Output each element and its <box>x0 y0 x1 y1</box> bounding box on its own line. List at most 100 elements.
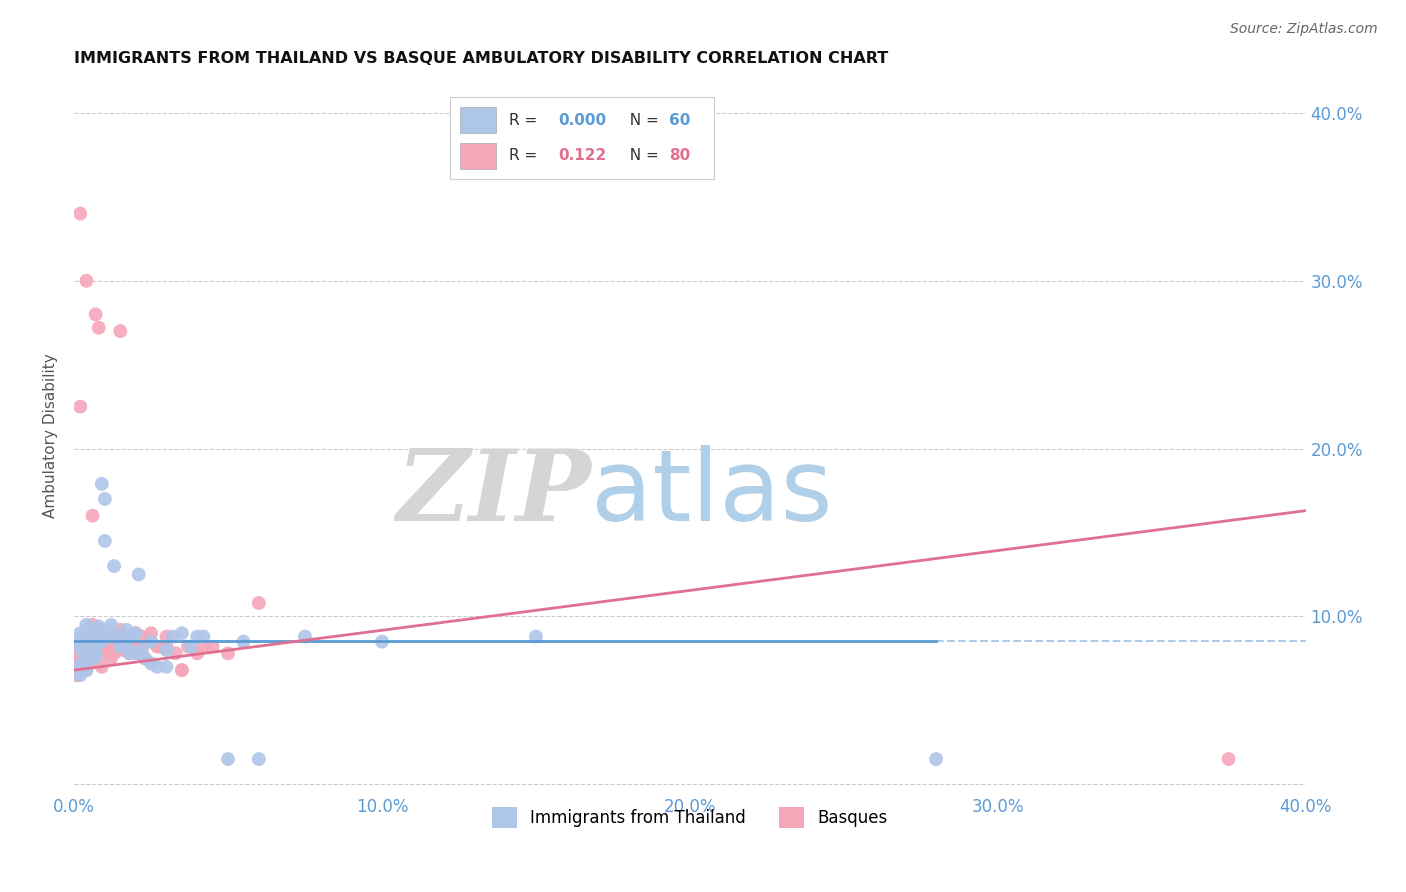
Point <box>87 634 110 648</box>
Point <box>186 646 208 660</box>
Point <box>94 491 117 506</box>
Point <box>75 646 97 660</box>
Text: 0.000: 0.000 <box>558 112 606 128</box>
Point <box>79 630 101 644</box>
Point <box>82 638 104 652</box>
Point <box>128 567 150 582</box>
Text: N =: N = <box>620 112 664 128</box>
FancyBboxPatch shape <box>450 97 714 179</box>
Point <box>371 634 394 648</box>
Point <box>84 646 107 660</box>
Point <box>232 634 254 648</box>
Point <box>75 663 97 677</box>
Text: 80: 80 <box>669 148 690 163</box>
Point <box>201 640 224 654</box>
Point <box>177 640 200 654</box>
Point <box>97 624 120 639</box>
Point <box>90 634 112 648</box>
Point <box>72 657 94 671</box>
Point <box>84 307 107 321</box>
Point <box>72 657 94 671</box>
Point <box>97 630 120 644</box>
Point <box>925 752 948 766</box>
Point <box>69 640 91 654</box>
Text: ZIP: ZIP <box>396 445 592 541</box>
Point <box>79 651 101 665</box>
FancyBboxPatch shape <box>460 107 496 133</box>
Point <box>294 630 316 644</box>
Point <box>131 646 153 660</box>
Point <box>100 651 122 665</box>
Point <box>110 640 132 654</box>
Point <box>75 626 97 640</box>
Point <box>90 476 112 491</box>
Point <box>131 630 153 644</box>
FancyBboxPatch shape <box>460 143 496 169</box>
Point <box>105 630 128 644</box>
Point <box>134 651 156 665</box>
Point <box>170 663 193 677</box>
Point <box>72 630 94 644</box>
Point <box>94 533 117 548</box>
Point <box>128 640 150 654</box>
Point <box>155 640 177 654</box>
Point <box>524 630 547 644</box>
Point <box>149 640 172 654</box>
Point <box>72 646 94 660</box>
Point <box>139 657 162 671</box>
Point <box>103 646 125 660</box>
Point <box>112 634 135 648</box>
Point <box>66 668 89 682</box>
Point <box>72 643 94 657</box>
Point <box>110 623 132 637</box>
Point <box>66 643 89 657</box>
Point <box>170 663 193 677</box>
Point <box>100 640 122 654</box>
Point <box>146 660 169 674</box>
Point <box>217 752 239 766</box>
Point <box>87 320 110 334</box>
Point <box>121 630 143 644</box>
Point <box>155 643 177 657</box>
Text: IMMIGRANTS FROM THAILAND VS BASQUE AMBULATORY DISABILITY CORRELATION CHART: IMMIGRANTS FROM THAILAND VS BASQUE AMBUL… <box>75 51 889 66</box>
Point <box>180 640 202 654</box>
Point <box>115 630 138 644</box>
Point <box>84 624 107 639</box>
Point <box>82 651 104 665</box>
Point <box>82 646 104 660</box>
Text: atlas: atlas <box>592 444 832 541</box>
Point <box>90 660 112 674</box>
Point <box>193 630 215 644</box>
Point <box>90 630 112 644</box>
Point <box>79 657 101 671</box>
Point <box>84 643 107 657</box>
Y-axis label: Ambulatory Disability: Ambulatory Disability <box>44 353 58 518</box>
Point <box>84 649 107 664</box>
Point <box>121 634 143 648</box>
Point <box>136 634 159 648</box>
Point <box>146 640 169 654</box>
Point <box>118 640 141 654</box>
Point <box>94 634 117 648</box>
Point <box>79 630 101 644</box>
Point <box>79 651 101 665</box>
Point <box>217 646 239 660</box>
Point <box>105 634 128 648</box>
Point <box>1218 752 1240 766</box>
Point <box>131 643 153 657</box>
Point <box>69 651 91 665</box>
Point <box>128 646 150 660</box>
Point <box>75 617 97 632</box>
Point <box>139 634 162 648</box>
Point <box>97 626 120 640</box>
Point <box>170 626 193 640</box>
Point <box>139 626 162 640</box>
Point <box>193 640 215 654</box>
Point <box>87 632 110 647</box>
Point <box>82 640 104 654</box>
Point <box>69 651 91 665</box>
Point <box>84 626 107 640</box>
Point <box>134 651 156 665</box>
Point <box>155 630 177 644</box>
Point <box>124 646 146 660</box>
